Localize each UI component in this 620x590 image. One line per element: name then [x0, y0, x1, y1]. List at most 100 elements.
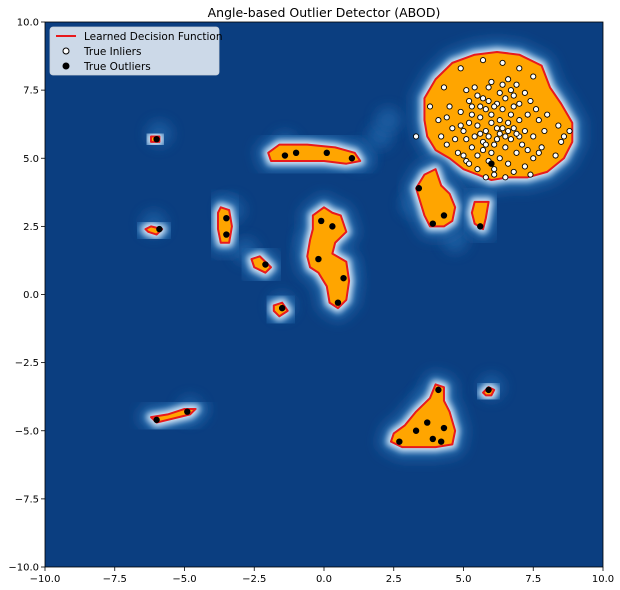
- inlier-point: [413, 133, 420, 140]
- inlier-point: [482, 141, 489, 148]
- inlier-point: [527, 171, 534, 178]
- inlier-point: [499, 81, 506, 88]
- inlier-point: [477, 130, 484, 137]
- outlier-point: [334, 299, 342, 306]
- outlier-point: [488, 160, 495, 167]
- inlier-point: [513, 81, 520, 88]
- inlier-point: [466, 97, 473, 105]
- x-tick-label: 7.5: [525, 574, 541, 585]
- decision-region: [250, 255, 272, 274]
- outlier-point: [348, 155, 356, 162]
- legend-label-inliers: True Inliers: [83, 46, 141, 58]
- inlier-point: [479, 57, 487, 64]
- inlier-point: [488, 111, 495, 118]
- inlier-point: [440, 84, 448, 91]
- inlier-point: [477, 103, 484, 110]
- inlier-point: [502, 144, 509, 151]
- y-axis: −10.0 −7.5 −5.0 −2.5 0.0 2.5 5.0 7.5 10.0: [8, 18, 45, 574]
- y-tick-label: −7.5: [15, 494, 39, 505]
- inlier-point: [496, 130, 503, 137]
- inlier-point: [474, 166, 481, 173]
- inlier-point: [485, 97, 492, 105]
- legend-label-outliers: True Outliers: [83, 61, 151, 73]
- inlier-point: [499, 106, 506, 113]
- inlier-points: [413, 57, 573, 181]
- inlier-point: [452, 136, 459, 143]
- inlier-point: [491, 141, 498, 148]
- outlier-point: [412, 427, 420, 434]
- inlier-point: [505, 119, 512, 126]
- x-tick-label: 0.0: [316, 574, 332, 585]
- inlier-point: [491, 171, 498, 178]
- x-tick-label: −5.0: [172, 574, 196, 585]
- outlier-point: [223, 231, 230, 238]
- y-tick-label: 2.5: [23, 222, 39, 233]
- inlier-point: [488, 149, 495, 156]
- inlier-point: [502, 174, 509, 181]
- legend-inlier-marker: [62, 47, 70, 55]
- inlier-regions: [144, 50, 574, 449]
- inlier-point: [468, 111, 475, 118]
- legend-label-decision-function: Learned Decision Function: [84, 31, 223, 43]
- inlier-point: [538, 144, 545, 151]
- inlier-point: [443, 114, 450, 121]
- inlier-point: [516, 65, 523, 72]
- y-tick-label: −5.0: [15, 426, 39, 437]
- inlier-point: [460, 152, 467, 159]
- inlier-point: [493, 136, 501, 143]
- inlier-point: [516, 117, 523, 124]
- inlier-point: [496, 155, 503, 162]
- inlier-point: [541, 127, 548, 135]
- outlier-point: [424, 419, 431, 426]
- outlier-point: [278, 304, 286, 312]
- outlier-point: [396, 438, 403, 445]
- inlier-point: [460, 127, 467, 135]
- y-tick-label: 7.5: [23, 86, 39, 97]
- inlier-point: [552, 152, 559, 159]
- inlier-point: [502, 133, 509, 140]
- inlier-point: [426, 103, 434, 110]
- outlier-point: [153, 416, 160, 424]
- inlier-point: [524, 147, 531, 154]
- inlier-point: [471, 133, 478, 140]
- inlier-point: [482, 127, 489, 135]
- inlier-point: [488, 119, 495, 126]
- inlier-point: [507, 111, 514, 118]
- decision-region: [415, 168, 457, 228]
- inlier-point: [479, 147, 487, 154]
- inlier-point: [474, 92, 481, 99]
- inlier-point: [510, 103, 517, 110]
- decision-region: [306, 206, 351, 310]
- inlier-point: [485, 84, 492, 91]
- y-tick-label: 0.0: [23, 290, 39, 301]
- inlier-point: [474, 122, 481, 129]
- outlier-point: [262, 261, 269, 268]
- inlier-point: [535, 149, 542, 156]
- inlier-point: [566, 127, 573, 135]
- inlier-point: [524, 111, 531, 118]
- decision-region: [423, 50, 574, 182]
- outlier-point: [415, 185, 423, 192]
- inlier-point: [496, 117, 503, 124]
- outlier-point: [153, 135, 160, 143]
- inlier-point: [530, 133, 537, 140]
- inlier-point: [530, 73, 537, 80]
- outlier-point: [340, 274, 347, 282]
- inlier-point: [521, 163, 528, 170]
- inlier-point: [482, 106, 489, 113]
- x-tick-label: −2.5: [242, 574, 266, 585]
- x-tick-label: 2.5: [386, 574, 402, 585]
- inlier-point: [507, 87, 514, 94]
- inlier-point: [493, 125, 501, 132]
- inlier-point: [530, 155, 537, 162]
- chart-title: Angle-based Outlier Detector (ABOD): [208, 5, 441, 20]
- inlier-point: [474, 152, 481, 159]
- decision-region: [267, 143, 362, 165]
- inlier-point: [454, 149, 461, 156]
- inlier-point: [466, 119, 473, 126]
- inlier-point: [463, 136, 470, 143]
- outlier-point: [318, 217, 325, 225]
- x-tick-label: 5.0: [456, 574, 472, 585]
- outlier-point: [477, 223, 484, 230]
